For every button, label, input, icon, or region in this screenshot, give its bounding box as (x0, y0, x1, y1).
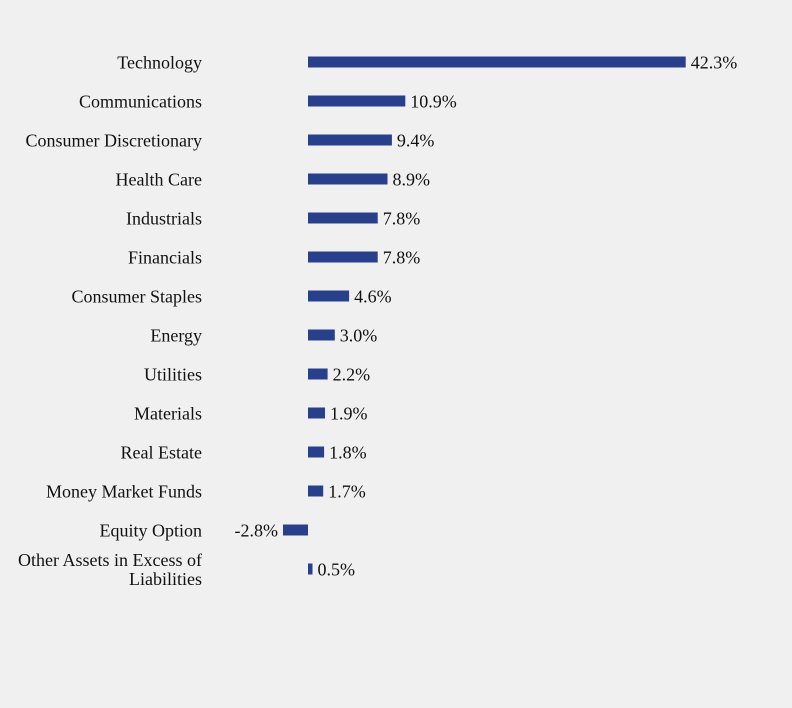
value-label-energy: 3.0% (340, 325, 378, 345)
bar-financials (308, 251, 378, 263)
category-label-money-market-funds: Money Market Funds (46, 481, 202, 501)
value-label-money-market-funds: 1.7% (328, 481, 366, 501)
value-label-technology: 42.3% (691, 52, 738, 72)
value-label-materials: 1.9% (330, 403, 368, 423)
bar-industrials (308, 212, 378, 224)
bar-technology (308, 56, 686, 68)
value-label-consumer-discretionary: 9.4% (397, 130, 435, 150)
category-label-consumer-discretionary: Consumer Discretionary (26, 130, 202, 150)
bar-energy (308, 329, 335, 341)
bar-consumer-staples (308, 290, 350, 302)
value-label-equity-option: -2.8% (235, 520, 279, 540)
category-label-industrials: Industrials (126, 208, 202, 228)
bar-materials (308, 407, 325, 419)
category-label-real-estate: Real Estate (121, 442, 202, 462)
category-label-health-care: Health Care (116, 169, 202, 189)
value-label-health-care: 8.9% (393, 169, 431, 189)
bar-money-market-funds (308, 485, 324, 497)
category-label-equity-option: Equity Option (100, 520, 203, 540)
bar-utilities (308, 368, 328, 380)
value-label-utilities: 2.2% (333, 364, 371, 384)
value-label-financials: 7.8% (383, 247, 421, 267)
value-labels-layer: 42.3% 10.9% 9.4% 8.9% 7.8% 7.8% 4.6% 3.0% 2.2% 1.… (235, 52, 738, 579)
bar-equity-option (283, 524, 308, 536)
category-label-utilities: Utilities (144, 364, 202, 384)
category-labels-layer: Technology Communications Consumer Discret… (18, 52, 203, 589)
category-label-energy: Energy (150, 325, 202, 345)
category-label-communications: Communications (79, 91, 202, 111)
value-label-communications: 10.9% (410, 91, 457, 111)
value-label-real-estate: 1.8% (329, 442, 367, 462)
bar-communications (308, 95, 406, 107)
category-label-consumer-staples: Consumer Staples (72, 286, 203, 306)
category-label-other-assets-in-excess-of-liabilities: Other Assets in Excess of Liabilities (18, 550, 202, 589)
category-label-technology: Technology (117, 52, 202, 72)
bar-other-assets-in-excess-of-liabilities (308, 563, 313, 575)
bars-layer (283, 56, 686, 575)
bar-real-estate (308, 446, 325, 458)
value-label-other-assets-in-excess-of-liabilities: 0.5% (318, 559, 356, 579)
category-label-materials: Materials (134, 403, 202, 423)
category-label-financials: Financials (128, 247, 202, 267)
bar-consumer-discretionary (308, 134, 392, 146)
bar-health-care (308, 173, 388, 185)
value-label-industrials: 7.8% (383, 208, 421, 228)
value-label-consumer-staples: 4.6% (354, 286, 392, 306)
